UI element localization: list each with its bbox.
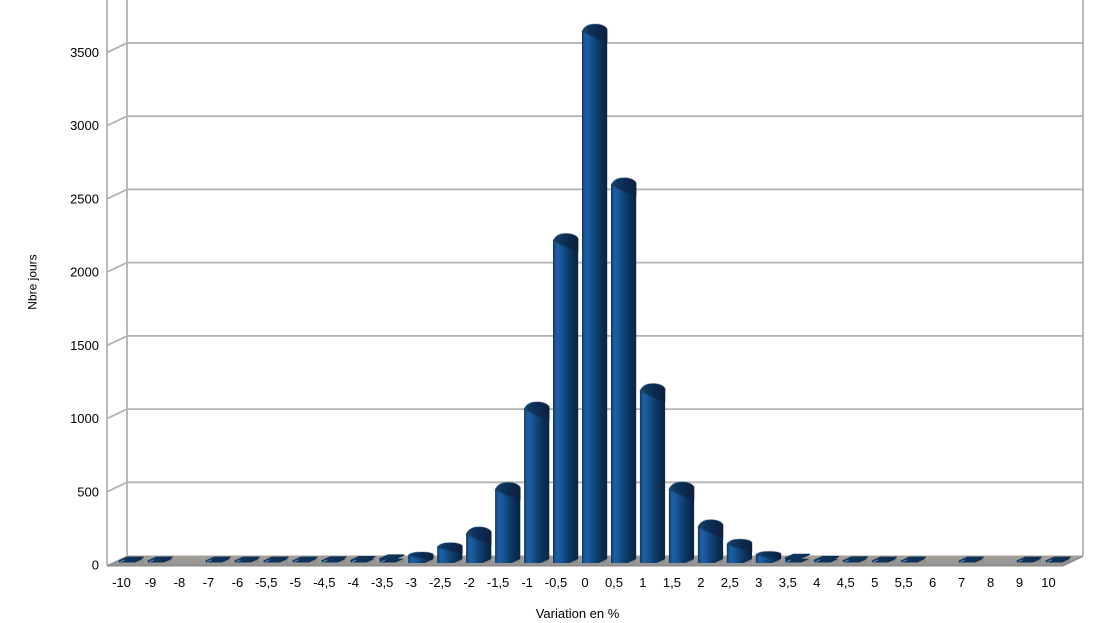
svg-text:5,5: 5,5 xyxy=(895,575,913,590)
svg-text:3500: 3500 xyxy=(70,45,99,60)
svg-text:-0,5: -0,5 xyxy=(545,575,567,590)
svg-text:8: 8 xyxy=(987,575,994,590)
svg-text:Variation en %: Variation en % xyxy=(536,606,620,621)
svg-text:-3: -3 xyxy=(405,575,417,590)
svg-text:6: 6 xyxy=(929,575,936,590)
svg-text:-5: -5 xyxy=(290,575,302,590)
svg-text:-2,5: -2,5 xyxy=(429,575,451,590)
svg-text:-1: -1 xyxy=(521,575,533,590)
svg-text:-4,5: -4,5 xyxy=(313,575,335,590)
svg-text:4,5: 4,5 xyxy=(837,575,855,590)
svg-text:-9: -9 xyxy=(145,575,157,590)
svg-text:500: 500 xyxy=(77,484,99,499)
svg-text:-4: -4 xyxy=(347,575,359,590)
svg-text:3000: 3000 xyxy=(70,118,99,133)
svg-text:1: 1 xyxy=(639,575,646,590)
svg-text:3: 3 xyxy=(755,575,762,590)
svg-text:-10: -10 xyxy=(112,575,131,590)
svg-text:-3,5: -3,5 xyxy=(371,575,393,590)
svg-text:1000: 1000 xyxy=(70,411,99,426)
svg-text:0: 0 xyxy=(581,575,588,590)
svg-text:1,5: 1,5 xyxy=(663,575,681,590)
svg-text:2500: 2500 xyxy=(70,191,99,206)
svg-text:-2: -2 xyxy=(463,575,475,590)
svg-text:-6: -6 xyxy=(232,575,244,590)
svg-text:Nbre jours: Nbre jours xyxy=(26,254,40,309)
svg-text:1500: 1500 xyxy=(70,338,99,353)
svg-text:2: 2 xyxy=(697,575,704,590)
svg-text:4: 4 xyxy=(813,575,820,590)
svg-text:2000: 2000 xyxy=(70,265,99,280)
svg-text:-5,5: -5,5 xyxy=(255,575,277,590)
svg-text:9: 9 xyxy=(1016,575,1023,590)
svg-text:3,5: 3,5 xyxy=(779,575,797,590)
svg-text:10: 10 xyxy=(1041,575,1055,590)
svg-text:7: 7 xyxy=(958,575,965,590)
svg-text:2,5: 2,5 xyxy=(721,575,739,590)
svg-text:-1,5: -1,5 xyxy=(487,575,509,590)
svg-text:5: 5 xyxy=(871,575,878,590)
svg-text:0,5: 0,5 xyxy=(605,575,623,590)
svg-text:-7: -7 xyxy=(203,575,215,590)
svg-text:0: 0 xyxy=(92,558,99,573)
svg-text:-8: -8 xyxy=(174,575,186,590)
